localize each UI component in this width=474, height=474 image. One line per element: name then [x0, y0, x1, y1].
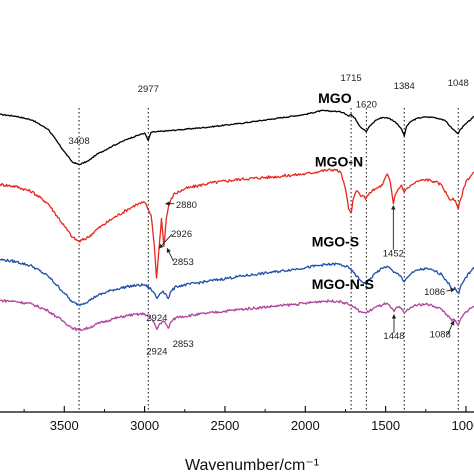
peak-label: 2977	[138, 84, 159, 95]
peak-label: 2926	[171, 229, 192, 240]
x-tick-label: 1000	[452, 418, 474, 433]
x-tick-label: 2000	[291, 418, 320, 433]
peak-label: 2924	[146, 346, 167, 357]
peak-label: 1715	[341, 73, 362, 84]
x-tick-label: 3000	[130, 418, 159, 433]
series-layer	[0, 109, 474, 332]
x-axis-ticks: 3500 3000 2500 2000 1500 1000	[23, 406, 474, 433]
series-line-mgo-n	[0, 168, 474, 279]
annotation-arrow	[446, 287, 456, 293]
peak-label: 2924	[146, 313, 167, 324]
x-tick-label: 3500	[50, 418, 79, 433]
reference-lines	[78, 108, 459, 412]
annotation-arrow	[166, 247, 174, 262]
series-label-mgo-n: MGO-N	[315, 153, 363, 169]
series-label-mgo-n-s: MGO-N-S	[312, 276, 374, 292]
peak-label: 3408	[68, 136, 89, 147]
peak-label: 2853	[173, 257, 194, 268]
peak-label: 1088	[430, 330, 451, 341]
peak-annotations: 3408 2977 1715 1620 1384 1048 2880 2926 1452 1086…	[68, 73, 468, 357]
peak-label: 2853	[173, 339, 194, 350]
annotation-arrow	[158, 233, 173, 249]
x-tick-label: 2500	[210, 418, 239, 433]
peak-label: 1384	[394, 81, 415, 92]
peak-label: 1452	[383, 249, 404, 260]
peak-label: 2880	[176, 200, 197, 211]
series-label-mgo-s: MGO-S	[312, 233, 359, 249]
x-tick-label: 1500	[371, 418, 400, 433]
series-labels: MGO MGO-N MGO-S MGO-N-S	[312, 90, 374, 292]
annotation-arrows	[158, 201, 456, 335]
series-line-mgo	[0, 109, 474, 166]
series-label-mgo: MGO	[318, 90, 352, 106]
x-axis-label: Wavenumber/cm⁻¹	[185, 457, 319, 474]
series-line-mgo-s	[0, 258, 474, 307]
peak-label: 1448	[383, 331, 404, 342]
peak-label: 1048	[448, 78, 469, 89]
annotation-arrow	[447, 320, 455, 335]
peak-label: 1620	[356, 100, 377, 111]
series-line-mgo-n-s	[0, 299, 474, 332]
peak-label: 1086	[424, 287, 445, 298]
